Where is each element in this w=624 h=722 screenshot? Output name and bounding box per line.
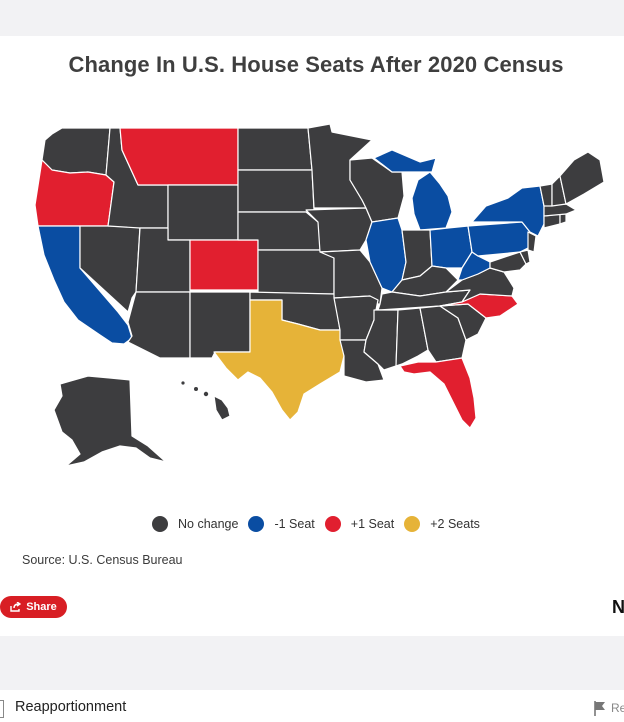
legend-item-minus-one: -1 Seat xyxy=(248,516,315,532)
legend-dot-no-change xyxy=(152,516,168,532)
share-button[interactable]: Share xyxy=(0,596,67,618)
state-me xyxy=(559,151,605,205)
legend-item-no-change: No change xyxy=(152,516,238,532)
state-nj xyxy=(527,231,537,253)
state-ri xyxy=(559,213,567,225)
report-button[interactable]: Re xyxy=(593,700,624,716)
state-ak xyxy=(53,375,167,467)
legend-label-no-change: No change xyxy=(178,517,239,531)
state-az xyxy=(127,291,191,359)
legend-dot-plus-one xyxy=(324,516,341,532)
report-label: Re xyxy=(611,701,624,715)
state-hi xyxy=(213,395,231,421)
state-de xyxy=(519,249,531,265)
state-co xyxy=(189,239,259,291)
chart-title: Change In U.S. House Seats After 2020 Ce… xyxy=(68,52,564,77)
legend-item-plus-one: +1 Seat xyxy=(324,516,395,532)
state-sd xyxy=(237,169,315,213)
section-title: Reapportionment xyxy=(15,699,127,715)
state-fl xyxy=(399,357,477,429)
legend-dot-plus-two xyxy=(404,516,421,532)
state-tx xyxy=(213,299,345,421)
us-map xyxy=(34,123,605,467)
section-bar xyxy=(0,690,624,722)
state-ks xyxy=(257,249,335,295)
legend-label-plus-one: +1 Seat xyxy=(350,517,395,531)
legend-label-plus-two: +2 Seats xyxy=(430,517,480,531)
state-wa xyxy=(41,127,111,176)
state-mi-upper xyxy=(373,149,437,173)
state-hi-islet-1 xyxy=(181,381,185,385)
legend-label-minus-one: -1 Seat xyxy=(274,517,315,531)
flag-icon xyxy=(594,701,605,716)
state-nd xyxy=(237,127,313,171)
state-hi-islet-3 xyxy=(203,391,209,397)
share-icon xyxy=(10,602,22,612)
map-legend: No change -1 Seat +1 Seat +2 Seats xyxy=(152,514,490,534)
legend-dot-minus-one xyxy=(248,516,265,532)
share-label: Share xyxy=(26,601,57,613)
legend-item-plus-two: +2 Seats xyxy=(404,516,480,532)
brand-logo: N xyxy=(612,597,624,617)
state-mt xyxy=(119,127,239,186)
state-hi-islet-2 xyxy=(194,387,198,391)
state-md xyxy=(489,251,527,273)
state-wy xyxy=(167,184,239,241)
bracket-icon xyxy=(0,700,4,718)
state-mi-lower xyxy=(411,171,453,231)
state-ca xyxy=(37,225,133,345)
state-nm xyxy=(189,291,251,359)
state-pa xyxy=(467,221,531,257)
source-note: Source: U.S. Census Bureau xyxy=(22,553,183,567)
